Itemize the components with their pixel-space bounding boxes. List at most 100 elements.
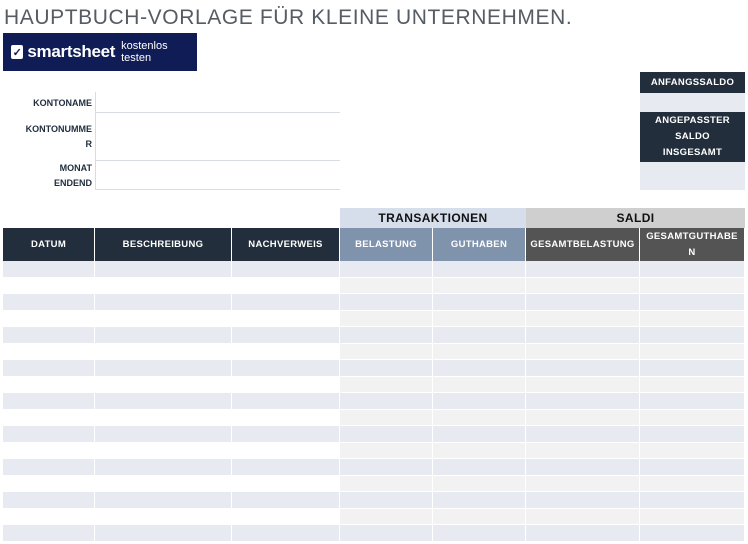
cell-beschreibung[interactable] xyxy=(95,393,232,410)
cell-gesamtguthaben[interactable] xyxy=(640,343,745,360)
cell-belastung[interactable] xyxy=(340,442,433,459)
cell-beschreibung[interactable] xyxy=(95,277,232,294)
cell-gesamtbelastung[interactable] xyxy=(526,327,640,344)
cell-belastung[interactable] xyxy=(340,343,433,360)
cell-gesamtbelastung[interactable] xyxy=(526,343,640,360)
cell-gesamtguthaben[interactable] xyxy=(640,492,745,509)
cell-guthaben[interactable] xyxy=(433,442,526,459)
cell-beschreibung[interactable] xyxy=(95,426,232,443)
cell-datum[interactable] xyxy=(3,426,95,443)
cell-gesamtbelastung[interactable] xyxy=(526,426,640,443)
cell-guthaben[interactable] xyxy=(433,492,526,509)
cell-gesamtguthaben[interactable] xyxy=(640,426,745,443)
cell-datum[interactable] xyxy=(3,360,95,377)
cell-guthaben[interactable] xyxy=(433,277,526,294)
cell-gesamtbelastung[interactable] xyxy=(526,442,640,459)
cell-guthaben[interactable] xyxy=(433,475,526,492)
cell-nachverweis[interactable] xyxy=(232,442,340,459)
cell-nachverweis[interactable] xyxy=(232,409,340,426)
cell-guthaben[interactable] xyxy=(433,343,526,360)
cell-gesamtguthaben[interactable] xyxy=(640,409,745,426)
cell-gesamtbelastung[interactable] xyxy=(526,277,640,294)
cell-gesamtbelastung[interactable] xyxy=(526,294,640,311)
cell-datum[interactable] xyxy=(3,492,95,509)
konto-name-field[interactable] xyxy=(95,92,340,113)
cell-belastung[interactable] xyxy=(340,426,433,443)
cell-gesamtguthaben[interactable] xyxy=(640,376,745,393)
cell-guthaben[interactable] xyxy=(433,409,526,426)
cell-gesamtguthaben[interactable] xyxy=(640,442,745,459)
cell-belastung[interactable] xyxy=(340,525,433,542)
try-free-link[interactable]: kostenlos testen xyxy=(121,40,168,64)
cell-beschreibung[interactable] xyxy=(95,508,232,525)
cell-gesamtguthaben[interactable] xyxy=(640,310,745,327)
cell-datum[interactable] xyxy=(3,393,95,410)
cell-gesamtbelastung[interactable] xyxy=(526,376,640,393)
cell-gesamtguthaben[interactable] xyxy=(640,294,745,311)
cell-beschreibung[interactable] xyxy=(95,294,232,311)
cell-guthaben[interactable] xyxy=(433,360,526,377)
cell-guthaben[interactable] xyxy=(433,327,526,344)
cell-guthaben[interactable] xyxy=(433,261,526,278)
cell-nachverweis[interactable] xyxy=(232,327,340,344)
cell-gesamtbelastung[interactable] xyxy=(526,475,640,492)
cell-guthaben[interactable] xyxy=(433,525,526,542)
cell-beschreibung[interactable] xyxy=(95,475,232,492)
cell-nachverweis[interactable] xyxy=(232,525,340,542)
cell-gesamtbelastung[interactable] xyxy=(526,508,640,525)
cell-datum[interactable] xyxy=(3,508,95,525)
konto-nummer-field[interactable] xyxy=(95,113,340,161)
cell-gesamtguthaben[interactable] xyxy=(640,360,745,377)
cell-belastung[interactable] xyxy=(340,327,433,344)
cell-beschreibung[interactable] xyxy=(95,525,232,542)
cell-guthaben[interactable] xyxy=(433,294,526,311)
cell-guthaben[interactable] xyxy=(433,310,526,327)
cell-datum[interactable] xyxy=(3,327,95,344)
cell-beschreibung[interactable] xyxy=(95,376,232,393)
cell-guthaben[interactable] xyxy=(433,393,526,410)
cell-datum[interactable] xyxy=(3,525,95,542)
cell-gesamtguthaben[interactable] xyxy=(640,475,745,492)
cell-beschreibung[interactable] xyxy=(95,261,232,278)
cell-gesamtbelastung[interactable] xyxy=(526,492,640,509)
cell-datum[interactable] xyxy=(3,475,95,492)
cell-belastung[interactable] xyxy=(340,310,433,327)
cell-beschreibung[interactable] xyxy=(95,310,232,327)
cell-gesamtbelastung[interactable] xyxy=(526,261,640,278)
cell-gesamtguthaben[interactable] xyxy=(640,327,745,344)
cell-belastung[interactable] xyxy=(340,277,433,294)
cell-nachverweis[interactable] xyxy=(232,294,340,311)
cell-nachverweis[interactable] xyxy=(232,393,340,410)
cell-belastung[interactable] xyxy=(340,459,433,476)
cell-gesamtguthaben[interactable] xyxy=(640,277,745,294)
cell-datum[interactable] xyxy=(3,310,95,327)
cell-belastung[interactable] xyxy=(340,508,433,525)
cell-nachverweis[interactable] xyxy=(232,426,340,443)
cell-gesamtbelastung[interactable] xyxy=(526,459,640,476)
cell-datum[interactable] xyxy=(3,343,95,360)
cell-gesamtguthaben[interactable] xyxy=(640,525,745,542)
cell-nachverweis[interactable] xyxy=(232,261,340,278)
cell-nachverweis[interactable] xyxy=(232,475,340,492)
cell-gesamtbelastung[interactable] xyxy=(526,525,640,542)
cell-guthaben[interactable] xyxy=(433,508,526,525)
cell-gesamtguthaben[interactable] xyxy=(640,459,745,476)
cell-belastung[interactable] xyxy=(340,261,433,278)
cell-nachverweis[interactable] xyxy=(232,277,340,294)
cell-gesamtbelastung[interactable] xyxy=(526,393,640,410)
cell-beschreibung[interactable] xyxy=(95,442,232,459)
cell-datum[interactable] xyxy=(3,459,95,476)
cell-belastung[interactable] xyxy=(340,294,433,311)
cell-gesamtbelastung[interactable] xyxy=(526,360,640,377)
monat-endend-field[interactable] xyxy=(95,161,340,190)
angepasster-saldo-value[interactable] xyxy=(640,162,745,190)
cell-gesamtguthaben[interactable] xyxy=(640,508,745,525)
cell-beschreibung[interactable] xyxy=(95,360,232,377)
cell-beschreibung[interactable] xyxy=(95,459,232,476)
cell-gesamtbelastung[interactable] xyxy=(526,409,640,426)
cell-belastung[interactable] xyxy=(340,409,433,426)
cell-nachverweis[interactable] xyxy=(232,492,340,509)
cell-guthaben[interactable] xyxy=(433,426,526,443)
cell-belastung[interactable] xyxy=(340,492,433,509)
cell-belastung[interactable] xyxy=(340,360,433,377)
